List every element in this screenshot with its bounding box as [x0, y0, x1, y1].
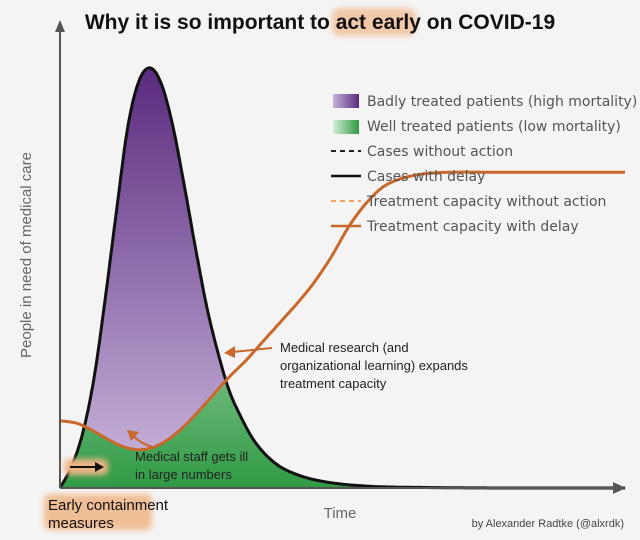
- y-axis-label: People in need of medical care: [18, 152, 35, 358]
- staff-arrow-icon: [127, 430, 139, 441]
- legend-swatch-badly-treated: [333, 94, 359, 108]
- legend-label-cases-with-delay: Cases with delay: [367, 169, 485, 185]
- legend-label-well-treated: Well treated patients (low mortality): [367, 119, 621, 135]
- early-containment: Early containment measures: [44, 459, 169, 532]
- credit: by Alexander Radtke (@alxrdk): [472, 518, 624, 530]
- early-text-1: Early containment: [48, 497, 169, 514]
- title: Why it is so important to act early on C…: [85, 8, 555, 36]
- legend-label-capacity-without-action: Treatment capacity without action: [366, 194, 606, 210]
- research-arrow-icon: [224, 346, 235, 358]
- x-axis-label: Time: [324, 505, 357, 522]
- svg-text:Why it is so important to act: Why it is so important to act early on C…: [85, 11, 555, 34]
- legend-label-capacity-with-delay: Treatment capacity with delay: [366, 219, 579, 235]
- area-badly-treated: [60, 67, 625, 489]
- staff-text-1: Medical staff gets ill: [135, 449, 248, 464]
- y-axis-arrow-icon: [55, 20, 65, 32]
- early-text-2: measures: [48, 515, 114, 532]
- series-line-cases-with-delay: [58, 66, 625, 490]
- early-text-highlight: [44, 494, 152, 530]
- research-arrow-line: [231, 347, 273, 353]
- axes: [55, 20, 626, 494]
- title-highlight: [332, 8, 416, 36]
- research-text-2: organizational learning) expands: [280, 358, 468, 373]
- title-part-3: on COVID-19: [421, 11, 555, 34]
- early-arrow-icon: [95, 462, 104, 472]
- staff-text-2: in large numbers: [135, 467, 232, 482]
- legend-swatch-well-treated: [333, 120, 359, 134]
- x-axis-arrow-icon: [613, 482, 626, 494]
- research-text-1: Medical research (and: [280, 340, 409, 355]
- research-text-3: treatment capacity: [280, 376, 387, 391]
- legend-label-cases-without-action: Cases without action: [367, 144, 513, 160]
- annotation-staff-ill: Medical staff gets ill in large numbers: [127, 430, 248, 482]
- legend: Badly treated patients (high mortality) …: [331, 94, 637, 235]
- legend-label-badly-treated: Badly treated patients (high mortality): [367, 94, 637, 110]
- title-part-1: Why it is so important to: [85, 11, 336, 34]
- annotation-research: Medical research (and organizational lea…: [224, 340, 468, 391]
- title-part-2: act early: [336, 11, 422, 34]
- series-line-treatment-capacity-with-delay: [59, 170, 625, 452]
